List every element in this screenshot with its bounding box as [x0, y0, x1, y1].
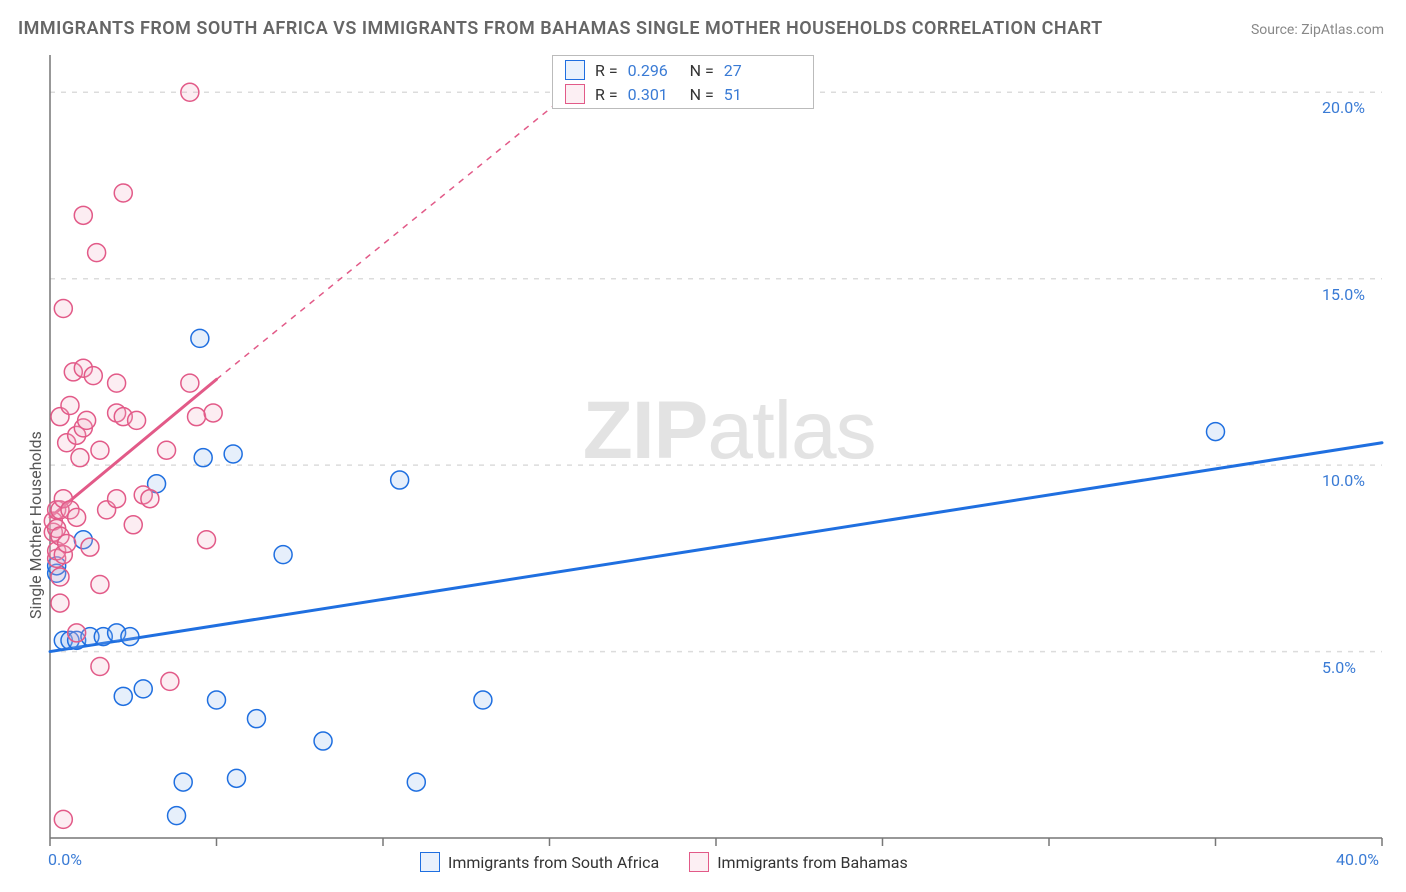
stat-r-value: 0.301 [628, 85, 676, 104]
legend-item: Immigrants from South Africa [420, 852, 659, 872]
stats-row: R = 0.296 N = 27 [553, 58, 813, 82]
x-tick-label: 40.0% [1336, 850, 1379, 869]
stat-n-value: 27 [724, 61, 772, 80]
stats-row: R = 0.301 N = 51 [553, 82, 813, 106]
stat-r-label: R = [595, 61, 618, 80]
legend-swatch [420, 852, 440, 872]
x-tick-label: 0.0% [48, 850, 82, 869]
stat-n-label: N = [686, 61, 714, 80]
legend: Immigrants from South Africa Immigrants f… [420, 852, 908, 872]
legend-label: Immigrants from Bahamas [717, 853, 908, 872]
source-label: Source: ZipAtlas.com [1251, 22, 1384, 38]
y-tick-label: 10.0% [1322, 471, 1365, 490]
series-swatch [565, 60, 585, 80]
stat-r-label: R = [595, 85, 618, 104]
stat-n-label: N = [686, 85, 714, 104]
y-axis-label: Single Mother Households [26, 431, 45, 619]
legend-label: Immigrants from South Africa [448, 853, 659, 872]
stats-box: R = 0.296 N = 27R = 0.301 N = 51 [552, 55, 814, 109]
legend-item: Immigrants from Bahamas [689, 852, 908, 872]
scatter-plot: ZIPatlas 5.0%10.0%15.0%20.0%0.0%40.0% [50, 55, 1382, 838]
y-tick-label: 15.0% [1322, 285, 1365, 304]
y-tick-label: 5.0% [1322, 658, 1356, 677]
stat-r-value: 0.296 [628, 61, 676, 80]
chart-title: IMMIGRANTS FROM SOUTH AFRICA VS IMMIGRAN… [18, 18, 1103, 39]
plot-svg [50, 55, 1382, 838]
legend-swatch [689, 852, 709, 872]
stat-n-value: 51 [724, 85, 772, 104]
y-tick-label: 20.0% [1322, 98, 1365, 117]
series-swatch [565, 84, 585, 104]
